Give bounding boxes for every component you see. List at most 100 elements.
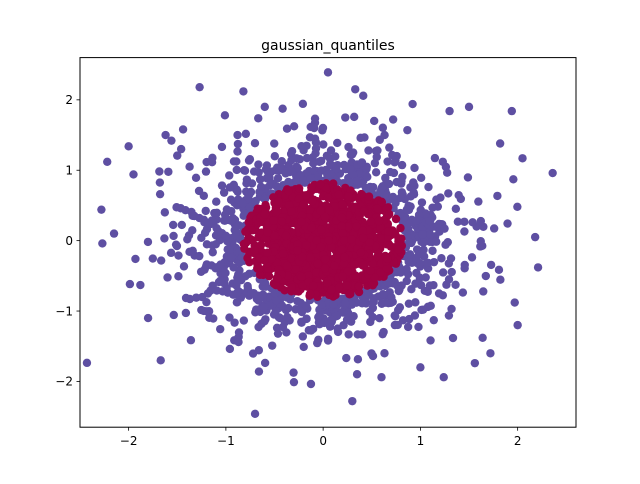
data-point-outer bbox=[284, 177, 293, 187]
data-point-outer bbox=[468, 218, 477, 227]
data-point-outer bbox=[166, 248, 176, 258]
data-point-inner bbox=[301, 191, 310, 200]
data-point-outer bbox=[199, 306, 208, 316]
data-point-outer bbox=[425, 230, 435, 239]
data-point-inner bbox=[271, 280, 281, 290]
data-point-outer bbox=[441, 240, 450, 249]
data-point-outer bbox=[352, 370, 362, 379]
data-point-inner bbox=[307, 183, 316, 192]
data-point-outer bbox=[388, 192, 398, 202]
data-point-outer bbox=[404, 299, 414, 308]
data-point-outer bbox=[184, 231, 194, 240]
data-point-outer bbox=[129, 170, 138, 179]
data-point-inner bbox=[253, 204, 262, 213]
data-point-outer bbox=[344, 142, 353, 152]
data-point-outer bbox=[297, 142, 306, 151]
x-tick-label: 1 bbox=[417, 434, 425, 448]
data-point-outer bbox=[434, 219, 444, 229]
data-point-outer bbox=[82, 358, 92, 368]
data-point-outer bbox=[359, 91, 368, 100]
data-point-outer bbox=[447, 267, 456, 277]
data-point-outer bbox=[174, 251, 183, 260]
data-point-outer bbox=[416, 363, 425, 372]
data-point-inner bbox=[278, 249, 288, 259]
data-point-outer bbox=[143, 313, 153, 323]
data-point-outer bbox=[245, 202, 254, 212]
data-point-outer bbox=[478, 333, 487, 342]
data-point-outer bbox=[232, 298, 242, 307]
data-point-outer bbox=[411, 298, 420, 307]
data-point-inner bbox=[385, 209, 394, 219]
data-point-outer bbox=[168, 220, 178, 230]
data-point-outer bbox=[160, 234, 169, 243]
data-point-outer bbox=[385, 143, 394, 152]
data-point-outer bbox=[230, 318, 239, 327]
data-point-outer bbox=[403, 322, 413, 332]
data-point-outer bbox=[318, 123, 328, 133]
data-point-outer bbox=[345, 178, 355, 187]
data-point-outer bbox=[308, 153, 317, 162]
data-point-outer bbox=[378, 290, 388, 299]
data-point-outer bbox=[438, 157, 448, 166]
data-point-outer bbox=[369, 116, 379, 126]
data-point-inner bbox=[282, 261, 292, 270]
data-point-outer bbox=[430, 153, 440, 163]
data-point-outer bbox=[367, 349, 376, 358]
data-point-outer bbox=[416, 281, 426, 290]
data-point-outer bbox=[429, 315, 438, 325]
data-point-outer bbox=[513, 320, 522, 330]
data-point-outer bbox=[188, 246, 197, 256]
data-point-inner bbox=[351, 271, 361, 280]
data-point-outer bbox=[342, 353, 351, 363]
chart-title: gaussian_quantiles bbox=[261, 38, 395, 54]
data-point-outer bbox=[445, 106, 454, 116]
data-point-outer bbox=[212, 208, 222, 217]
data-point-inner bbox=[366, 217, 376, 226]
data-point-outer bbox=[250, 409, 260, 419]
data-point-outer bbox=[244, 194, 253, 204]
data-point-outer bbox=[397, 176, 406, 186]
data-point-inner bbox=[372, 253, 382, 262]
data-point-inner bbox=[302, 240, 311, 250]
data-point-inner bbox=[287, 253, 296, 263]
data-point-outer bbox=[331, 152, 340, 161]
data-point-outer bbox=[439, 373, 448, 382]
data-point-outer bbox=[238, 199, 247, 208]
data-point-outer bbox=[125, 279, 135, 289]
data-point-outer bbox=[216, 260, 225, 269]
data-point-inner bbox=[337, 245, 347, 254]
data-point-outer bbox=[391, 155, 400, 165]
data-point-outer bbox=[289, 122, 299, 131]
x-tick-label: −1 bbox=[217, 434, 235, 448]
data-point-outer bbox=[416, 173, 426, 183]
data-point-outer bbox=[201, 262, 211, 271]
data-point-outer bbox=[431, 237, 441, 246]
data-point-inner bbox=[345, 290, 354, 299]
data-point-outer bbox=[260, 317, 269, 326]
data-point-outer bbox=[202, 157, 211, 167]
data-point-outer bbox=[402, 205, 412, 214]
data-point-outer bbox=[255, 294, 264, 303]
data-point-inner bbox=[260, 210, 270, 219]
data-point-outer bbox=[243, 281, 252, 291]
data-point-outer bbox=[314, 335, 323, 345]
data-point-inner bbox=[374, 216, 384, 226]
data-point-outer bbox=[277, 157, 286, 166]
data-point-outer bbox=[254, 114, 263, 123]
data-point-outer bbox=[530, 232, 540, 242]
data-point-outer bbox=[195, 82, 204, 92]
data-point-outer bbox=[282, 328, 291, 337]
data-point-outer bbox=[177, 220, 186, 230]
data-point-outer bbox=[273, 174, 283, 183]
y-tick-label: 2 bbox=[65, 93, 73, 107]
data-point-outer bbox=[425, 281, 435, 290]
data-point-outer bbox=[426, 336, 435, 345]
data-point-inner bbox=[297, 272, 306, 281]
data-point-inner bbox=[298, 252, 307, 262]
data-point-inner bbox=[364, 192, 374, 201]
data-point-inner bbox=[311, 268, 321, 277]
data-point-outer bbox=[533, 263, 543, 272]
data-point-inner bbox=[272, 258, 282, 268]
data-point-inner bbox=[350, 260, 359, 269]
data-point-inner bbox=[356, 248, 366, 257]
